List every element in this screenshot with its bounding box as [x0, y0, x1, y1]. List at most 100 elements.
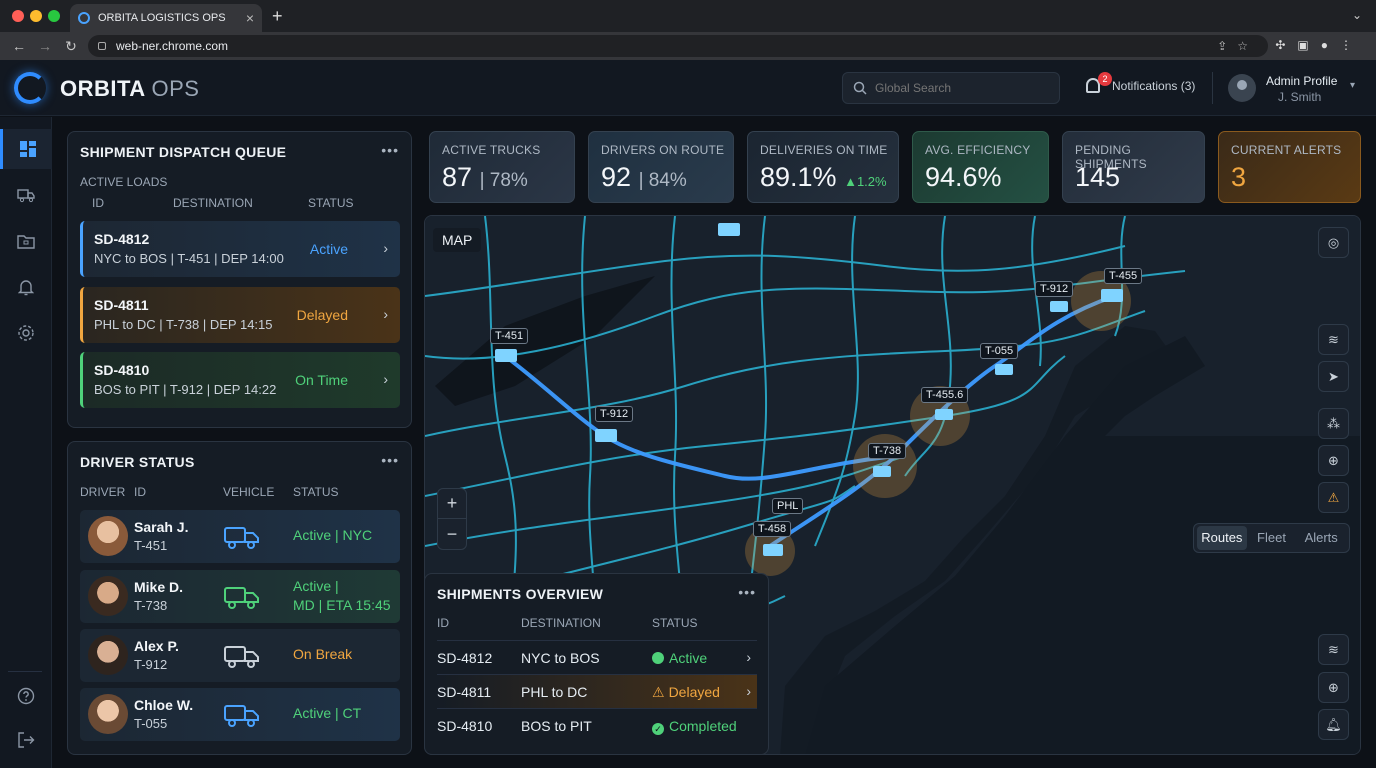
chevron-right-icon[interactable]: › — [746, 683, 751, 699]
layers-icon[interactable]: ≋ — [1318, 324, 1349, 355]
chevron-down-icon[interactable]: ▾ — [1350, 80, 1356, 91]
kpi-sub: 84% — [648, 170, 687, 191]
dispatch-col-status: STATUS — [308, 196, 354, 210]
ship-id: SD-4810 — [437, 718, 493, 734]
zoom-search-icon[interactable]: ⊕ — [1318, 672, 1349, 703]
table-row[interactable]: SD-4812 NYC to BOS Active › — [437, 640, 757, 674]
sidebar-item-settings[interactable] — [0, 313, 52, 353]
url-text: web-ner.chrome.com — [116, 39, 229, 53]
chevron-right-icon[interactable]: › — [383, 371, 388, 387]
browser-tab-bar: ORBITA LOGISTICS OPS × + ⌄ — [0, 0, 1376, 32]
browser-tab[interactable]: ORBITA LOGISTICS OPS × — [70, 4, 262, 32]
zoom-out-button[interactable]: − — [446, 523, 458, 544]
toggle-routes[interactable]: Routes — [1197, 526, 1247, 550]
share-bookmark-icons[interactable]: ⇪☆ — [1217, 39, 1258, 53]
load-status: Delayed — [296, 307, 348, 323]
chevron-right-icon[interactable]: › — [746, 649, 751, 665]
load-detail: NYC to BOS | T-451 | DEP 14:00 — [94, 251, 284, 266]
truck-label[interactable]: T-912 — [595, 406, 634, 422]
ship-id: SD-4811 — [437, 684, 492, 700]
driver-id: T-912 — [134, 657, 168, 672]
avatar — [88, 576, 128, 616]
chevron-right-icon[interactable]: › — [383, 240, 388, 256]
truck-label[interactable]: T-055 — [980, 343, 1019, 359]
back-icon[interactable]: ← — [12, 38, 26, 54]
sidebar-item-alerts[interactable] — [0, 267, 52, 307]
truck-icon — [224, 527, 259, 549]
driver-status-line1: Active | CT — [293, 705, 362, 721]
ship-destination: PHL to DC — [521, 684, 588, 700]
bell-icon[interactable]: 🔔︎ — [1318, 709, 1349, 740]
driver-name: Chloe W. — [134, 697, 194, 713]
shipments-col-id: ID — [437, 616, 449, 630]
driver-row[interactable]: Mike D. T-738 Active | MD | ETA 15:45 — [80, 570, 400, 623]
tab-search-chevron-icon[interactable]: ⌄ — [1351, 8, 1362, 22]
driver-row[interactable]: Chloe W. T-055 Active | CT — [80, 688, 400, 741]
layers-icon[interactable]: ≋ — [1318, 634, 1349, 665]
profile-name: Admin Profile — [1266, 74, 1338, 88]
load-card[interactable]: SD-4812 NYC to BOS | T-451 | DEP 14:00 A… — [80, 221, 400, 277]
search-input[interactable] — [875, 81, 1045, 95]
toggle-fleet[interactable]: Fleet — [1257, 530, 1286, 545]
driver-row[interactable]: Alex P. T-912 On Break — [80, 629, 400, 682]
window-minimize-button[interactable] — [30, 10, 42, 22]
brand-name: ORBITA OPS — [60, 76, 199, 102]
toggle-alerts[interactable]: Alerts — [1304, 530, 1338, 545]
kpi-pending-shipments[interactable]: PENDING SHIPMENTS 145 — [1062, 131, 1205, 203]
kpi-drivers-on-route[interactable]: DRIVERS ON ROUTE 92 | 84% — [588, 131, 734, 203]
truck-label[interactable]: T-455.6 — [921, 387, 969, 403]
locate-icon[interactable]: ◎ — [1318, 227, 1349, 258]
sidebar-divider — [8, 671, 42, 672]
kpi-current-alerts[interactable]: CURRENT ALERTS 3 — [1218, 131, 1361, 203]
dispatch-queue-panel: SHIPMENT DISPATCH QUEUE ••• ACTIVE LOADS… — [67, 131, 412, 428]
navigate-icon[interactable]: ➤ — [1318, 361, 1349, 392]
truck-label[interactable]: T-738 — [868, 443, 907, 459]
sidebar-item-logout[interactable] — [0, 720, 52, 760]
table-row[interactable]: SD-4810 BOS to PIT ✓ Completed — [437, 708, 757, 742]
profile-menu[interactable]: Admin Profile J. Smith — [1266, 73, 1338, 104]
tab-close-icon[interactable]: × — [245, 10, 254, 26]
load-card[interactable]: SD-4811 PHL to DC | T-738 | DEP 14:15 De… — [80, 287, 400, 343]
truck-label[interactable]: T-912 — [1035, 281, 1074, 297]
new-tab-icon[interactable]: + — [272, 6, 283, 26]
browser-menu-icons[interactable]: ✣▣●⋮ — [1275, 38, 1364, 52]
window-maximize-button[interactable] — [48, 10, 60, 22]
forward-icon[interactable]: → — [38, 38, 52, 54]
table-row[interactable]: SD-4811 PHL to DC ⚠ Delayed › — [437, 674, 757, 708]
global-search[interactable] — [842, 72, 1060, 104]
driver-col-status: STATUS — [293, 485, 339, 499]
zoom-in-button[interactable]: + — [438, 489, 466, 519]
truck-markers — [495, 223, 1123, 556]
driver-more-icon[interactable]: ••• — [381, 452, 399, 468]
kpi-avg-efficiency[interactable]: AVG. EFFICIENCY 94.6% — [912, 131, 1049, 203]
truck-label[interactable]: T-458 — [753, 521, 792, 537]
truck-label[interactable]: PHL — [772, 498, 804, 514]
cluster-icon[interactable]: ⁂ — [1318, 408, 1349, 439]
sidebar-item-help[interactable] — [0, 676, 52, 716]
avatar — [88, 694, 128, 734]
zoom-search-icon[interactable]: ⊕ — [1318, 445, 1349, 476]
sidebar-item-fleet[interactable] — [0, 175, 52, 215]
profile-avatar[interactable] — [1228, 74, 1256, 102]
truck-label[interactable]: T-451 — [490, 328, 529, 344]
driver-row[interactable]: Sarah J. T-451 Active | NYC — [80, 510, 400, 563]
url-bar[interactable]: web-ner.chrome.com ⇪☆ — [88, 35, 1268, 57]
shipments-more-icon[interactable]: ••• — [738, 584, 756, 600]
notifications-button[interactable]: 2 Notifications (3) — [1086, 72, 1195, 93]
kpi-active-trucks[interactable]: ACTIVE TRUCKS 87 | 78% — [429, 131, 575, 203]
reload-icon[interactable]: ↻ — [65, 37, 77, 54]
dispatch-more-icon[interactable]: ••• — [381, 142, 399, 158]
window-close-button[interactable] — [12, 10, 24, 22]
kpi-deliveries-on-time[interactable]: DELIVERIES ON TIME 89.1% ▲1.2% — [747, 131, 899, 203]
app-header: ORBITA OPS 2 Notifications (3) Admin Pro… — [0, 60, 1376, 116]
sidebar-item-shipments[interactable] — [0, 221, 52, 261]
load-card[interactable]: SD-4810 BOS to PIT | T-912 | DEP 14:22 O… — [80, 352, 400, 408]
warning-icon: ⚠ — [652, 684, 665, 700]
truck-label[interactable]: T-455 — [1104, 268, 1143, 284]
sidebar-item-dashboard[interactable] — [0, 129, 52, 169]
warning-icon[interactable]: ⚠ — [1318, 482, 1349, 513]
driver-status: Active | MD | ETA 15:45 — [293, 577, 391, 615]
chevron-right-icon[interactable]: › — [383, 306, 388, 322]
driver-status-line1: Active | — [293, 578, 339, 594]
driver-status-panel: DRIVER STATUS ••• DRIVER ID VEHICLE STAT… — [67, 441, 412, 755]
